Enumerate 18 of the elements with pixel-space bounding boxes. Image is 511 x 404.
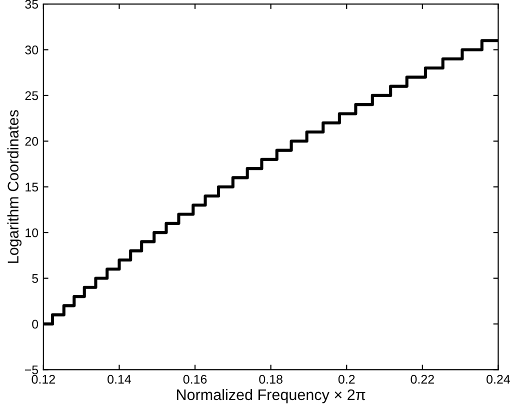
y-axis-title: Logarithm Coordinates — [7, 110, 22, 263]
y-tick-label: 30 — [25, 46, 38, 54]
x-tick-label: 0.2 — [338, 374, 355, 384]
x-tick-label: 0.18 — [259, 374, 282, 384]
x-tick-label: 0.16 — [183, 374, 207, 384]
x-tick-label: 0.12 — [32, 374, 55, 384]
y-tick-label: 25 — [25, 91, 38, 100]
y-tick-label: 15 — [26, 182, 38, 192]
y-tick-label: 10 — [26, 228, 38, 238]
y-tick-label: 5 — [32, 274, 38, 283]
x-tick-label: 0.22 — [410, 374, 434, 384]
y-tick-label: 20 — [25, 136, 38, 146]
x-axis-title: Normalized Frequency × 2π — [177, 388, 366, 404]
y-tick-label: −5 — [24, 366, 38, 374]
y-tick-label: 0 — [32, 320, 38, 329]
x-tick-label: 0.24 — [486, 374, 510, 384]
y-tick-label: 35 — [25, 0, 38, 9]
x-tick-label: 0.14 — [108, 374, 132, 384]
